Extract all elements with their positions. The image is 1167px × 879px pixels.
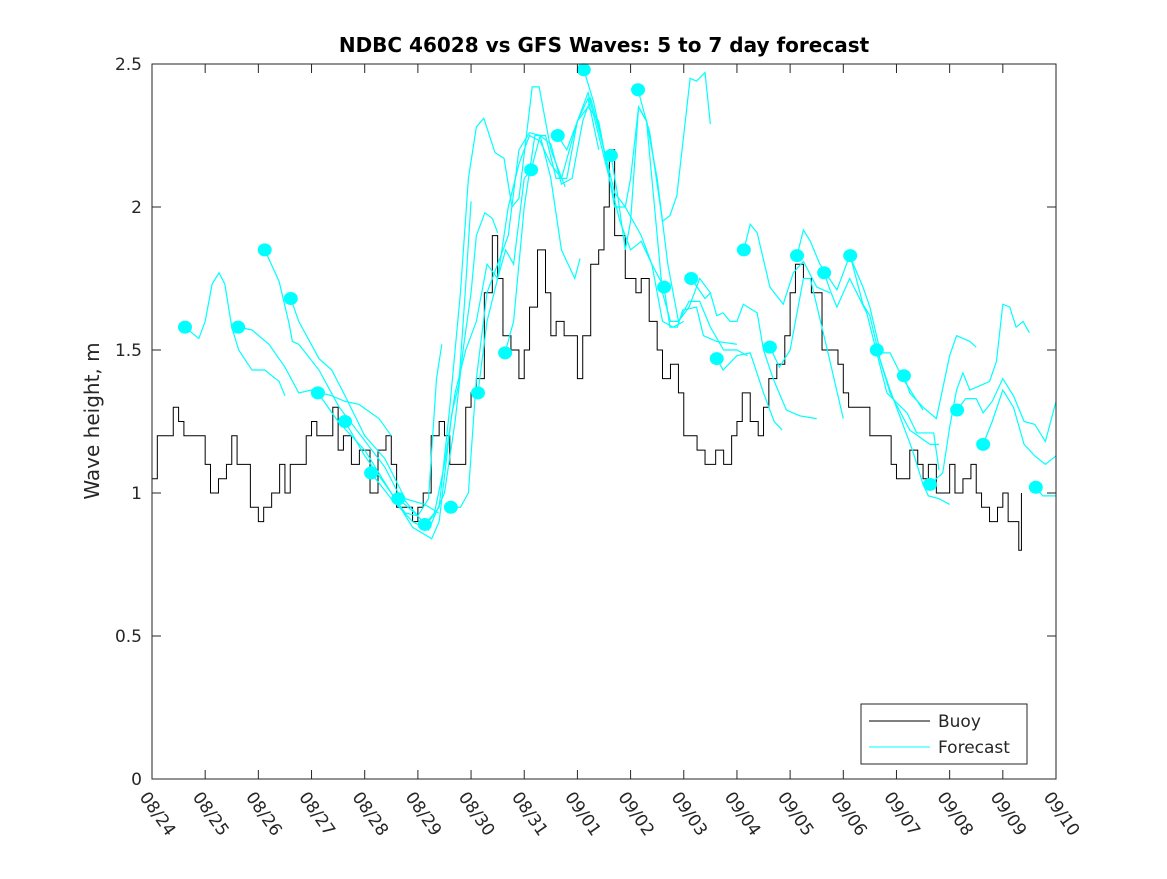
x-tick-label: 09/09 — [986, 788, 1030, 840]
forecast-series-line — [238, 326, 392, 437]
forecast-start-marker — [338, 415, 353, 428]
forecast-series-line — [450, 131, 581, 508]
forecast-start-marker — [790, 249, 805, 263]
x-tick-label: 08/31 — [507, 788, 551, 840]
forecast-start-marker — [736, 243, 751, 257]
forecast-start-marker — [843, 249, 858, 263]
x-tick-label: 09/07 — [879, 788, 923, 840]
forecast-start-marker — [576, 63, 591, 77]
forecast-start-marker — [417, 517, 432, 531]
forecast-series-line — [344, 201, 472, 540]
x-tick-label: 08/30 — [454, 788, 498, 840]
forecast-start-marker — [950, 403, 965, 417]
forecast-start-marker — [177, 320, 192, 334]
y-axis-label: Wave height, m — [80, 342, 104, 499]
forecast-start-marker — [391, 492, 406, 506]
forecast-start-marker — [631, 83, 646, 97]
forecast-start-marker — [603, 149, 618, 163]
axes-frame — [151, 63, 1057, 780]
forecast-start-marker — [817, 266, 832, 280]
y-tick-label: 0.5 — [115, 627, 142, 647]
forecast-series-line — [903, 334, 977, 420]
forecast-start-marker — [283, 292, 298, 306]
x-tick-label: 09/03 — [667, 788, 711, 840]
x-tick-label: 09/02 — [613, 788, 657, 840]
forecast-start-marker — [470, 386, 485, 400]
x-tick-label: 09/01 — [560, 788, 604, 840]
forecast-series-line — [424, 169, 532, 525]
forecast-series-line — [290, 298, 439, 514]
forecast-start-marker — [762, 340, 777, 354]
forecast-series-line — [370, 211, 499, 532]
legend: Buoy Forecast — [860, 703, 1028, 765]
forecast-series-line — [982, 388, 1057, 466]
forecast-start-marker — [896, 369, 911, 383]
forecast-series-line — [716, 352, 783, 431]
forecast-start-marker — [550, 129, 565, 142]
forecast-start-marker — [869, 343, 884, 357]
forecast-series-line — [504, 105, 608, 354]
forecast-series-line — [876, 349, 950, 505]
x-tick-label: 09/05 — [773, 788, 817, 840]
plot-background — [152, 64, 1056, 779]
forecast-start-marker — [310, 386, 325, 400]
x-tick-label: 09/08 — [933, 788, 977, 840]
x-tick-label: 08/28 — [348, 788, 392, 840]
forecast-start-marker — [257, 243, 272, 257]
forecast-start-marker — [443, 500, 458, 514]
forecast-series-line — [769, 277, 844, 419]
forecast-series-line — [743, 222, 831, 306]
forecast-start-marker — [709, 352, 724, 366]
x-tick-label: 08/29 — [401, 788, 445, 840]
forecast-start-marker — [657, 280, 672, 294]
chart-title: NDBC 46028 vs GFS Waves: 5 to 7 day fore… — [339, 33, 870, 57]
y-tick-label: 2.5 — [115, 55, 142, 75]
forecast-start-marker — [922, 477, 937, 491]
y-tick-label: 0 — [131, 770, 142, 790]
forecast-series-line — [184, 271, 286, 396]
forecast-start-marker — [684, 272, 699, 285]
forecast-start-marker — [524, 163, 539, 177]
x-tick-label: 08/26 — [241, 788, 285, 840]
forecast-start-marker — [364, 466, 379, 480]
buoy-series-line — [152, 149, 1022, 551]
x-tick-label: 08/25 — [188, 788, 232, 840]
forecast-series-line — [929, 303, 1030, 485]
forecast-start-marker — [1028, 480, 1043, 494]
legend-box — [860, 703, 1028, 765]
forecast-series-line — [663, 286, 738, 345]
x-tick-label: 09/04 — [720, 788, 764, 840]
forecast-series-line — [956, 377, 1057, 444]
x-tick-label: 09/10 — [1039, 788, 1083, 840]
forecast-start-marker — [498, 346, 513, 360]
forecast-series-line — [530, 96, 664, 285]
x-tick-label: 08/27 — [294, 788, 338, 840]
y-tick-label: 2 — [131, 198, 142, 218]
x-tick-label: 08/24 — [135, 788, 179, 840]
legend-buoy-label: Buoy — [938, 712, 981, 732]
forecast-series-line — [264, 249, 419, 517]
x-tick-label: 09/06 — [826, 788, 870, 840]
y-tick-label: 1.5 — [115, 341, 142, 361]
legend-forecast-label: Forecast — [938, 738, 1010, 758]
forecast-series-line — [637, 71, 711, 223]
y-tick-label: 1 — [131, 484, 142, 504]
forecast-series-line — [557, 90, 685, 328]
forecast-start-marker — [231, 320, 246, 334]
forecast-start-marker — [976, 437, 991, 451]
forecast-series-line — [690, 278, 817, 420]
